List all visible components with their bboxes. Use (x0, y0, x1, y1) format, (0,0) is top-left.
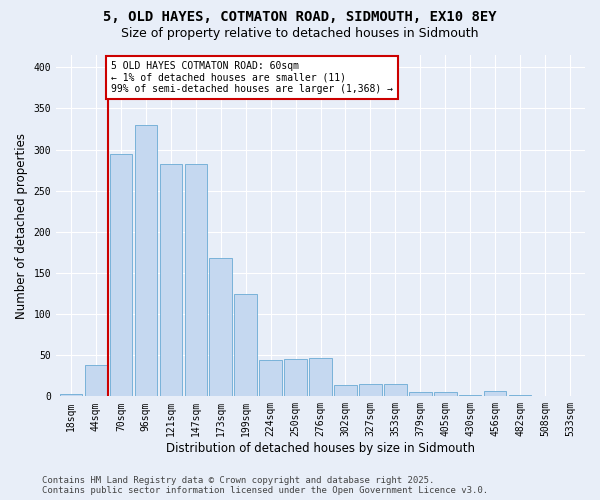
Bar (235, 294, 257, 397)
Bar (185, 164, 207, 396)
Bar (334, 385, 356, 396)
Text: Contains HM Land Registry data © Crown copyright and database right 2025.
Contai: Contains HM Land Registry data © Crown c… (42, 476, 488, 495)
Bar (134, 125, 157, 396)
X-axis label: Distribution of detached houses by size in Sidmouth: Distribution of detached houses by size … (166, 442, 475, 455)
Bar (85, 365, 107, 396)
Bar (209, 258, 232, 396)
Bar (509, 394, 532, 396)
Bar (434, 392, 457, 396)
Bar (284, 360, 307, 397)
Bar (359, 384, 382, 396)
Bar (384, 384, 407, 396)
Y-axis label: Number of detached properties: Number of detached properties (15, 132, 28, 318)
Text: 5 OLD HAYES COTMATON ROAD: 60sqm
← 1% of detached houses are smaller (11)
99% of: 5 OLD HAYES COTMATON ROAD: 60sqm ← 1% of… (111, 61, 393, 94)
Bar (459, 394, 481, 396)
Bar (484, 392, 506, 396)
Text: 5, OLD HAYES, COTMATON ROAD, SIDMOUTH, EX10 8EY: 5, OLD HAYES, COTMATON ROAD, SIDMOUTH, E… (103, 10, 497, 24)
Bar (60, 394, 82, 396)
Bar (259, 360, 282, 397)
Bar (110, 154, 132, 396)
Text: Size of property relative to detached houses in Sidmouth: Size of property relative to detached ho… (121, 28, 479, 40)
Bar (160, 164, 182, 396)
Bar (309, 358, 332, 397)
Bar (409, 392, 431, 396)
